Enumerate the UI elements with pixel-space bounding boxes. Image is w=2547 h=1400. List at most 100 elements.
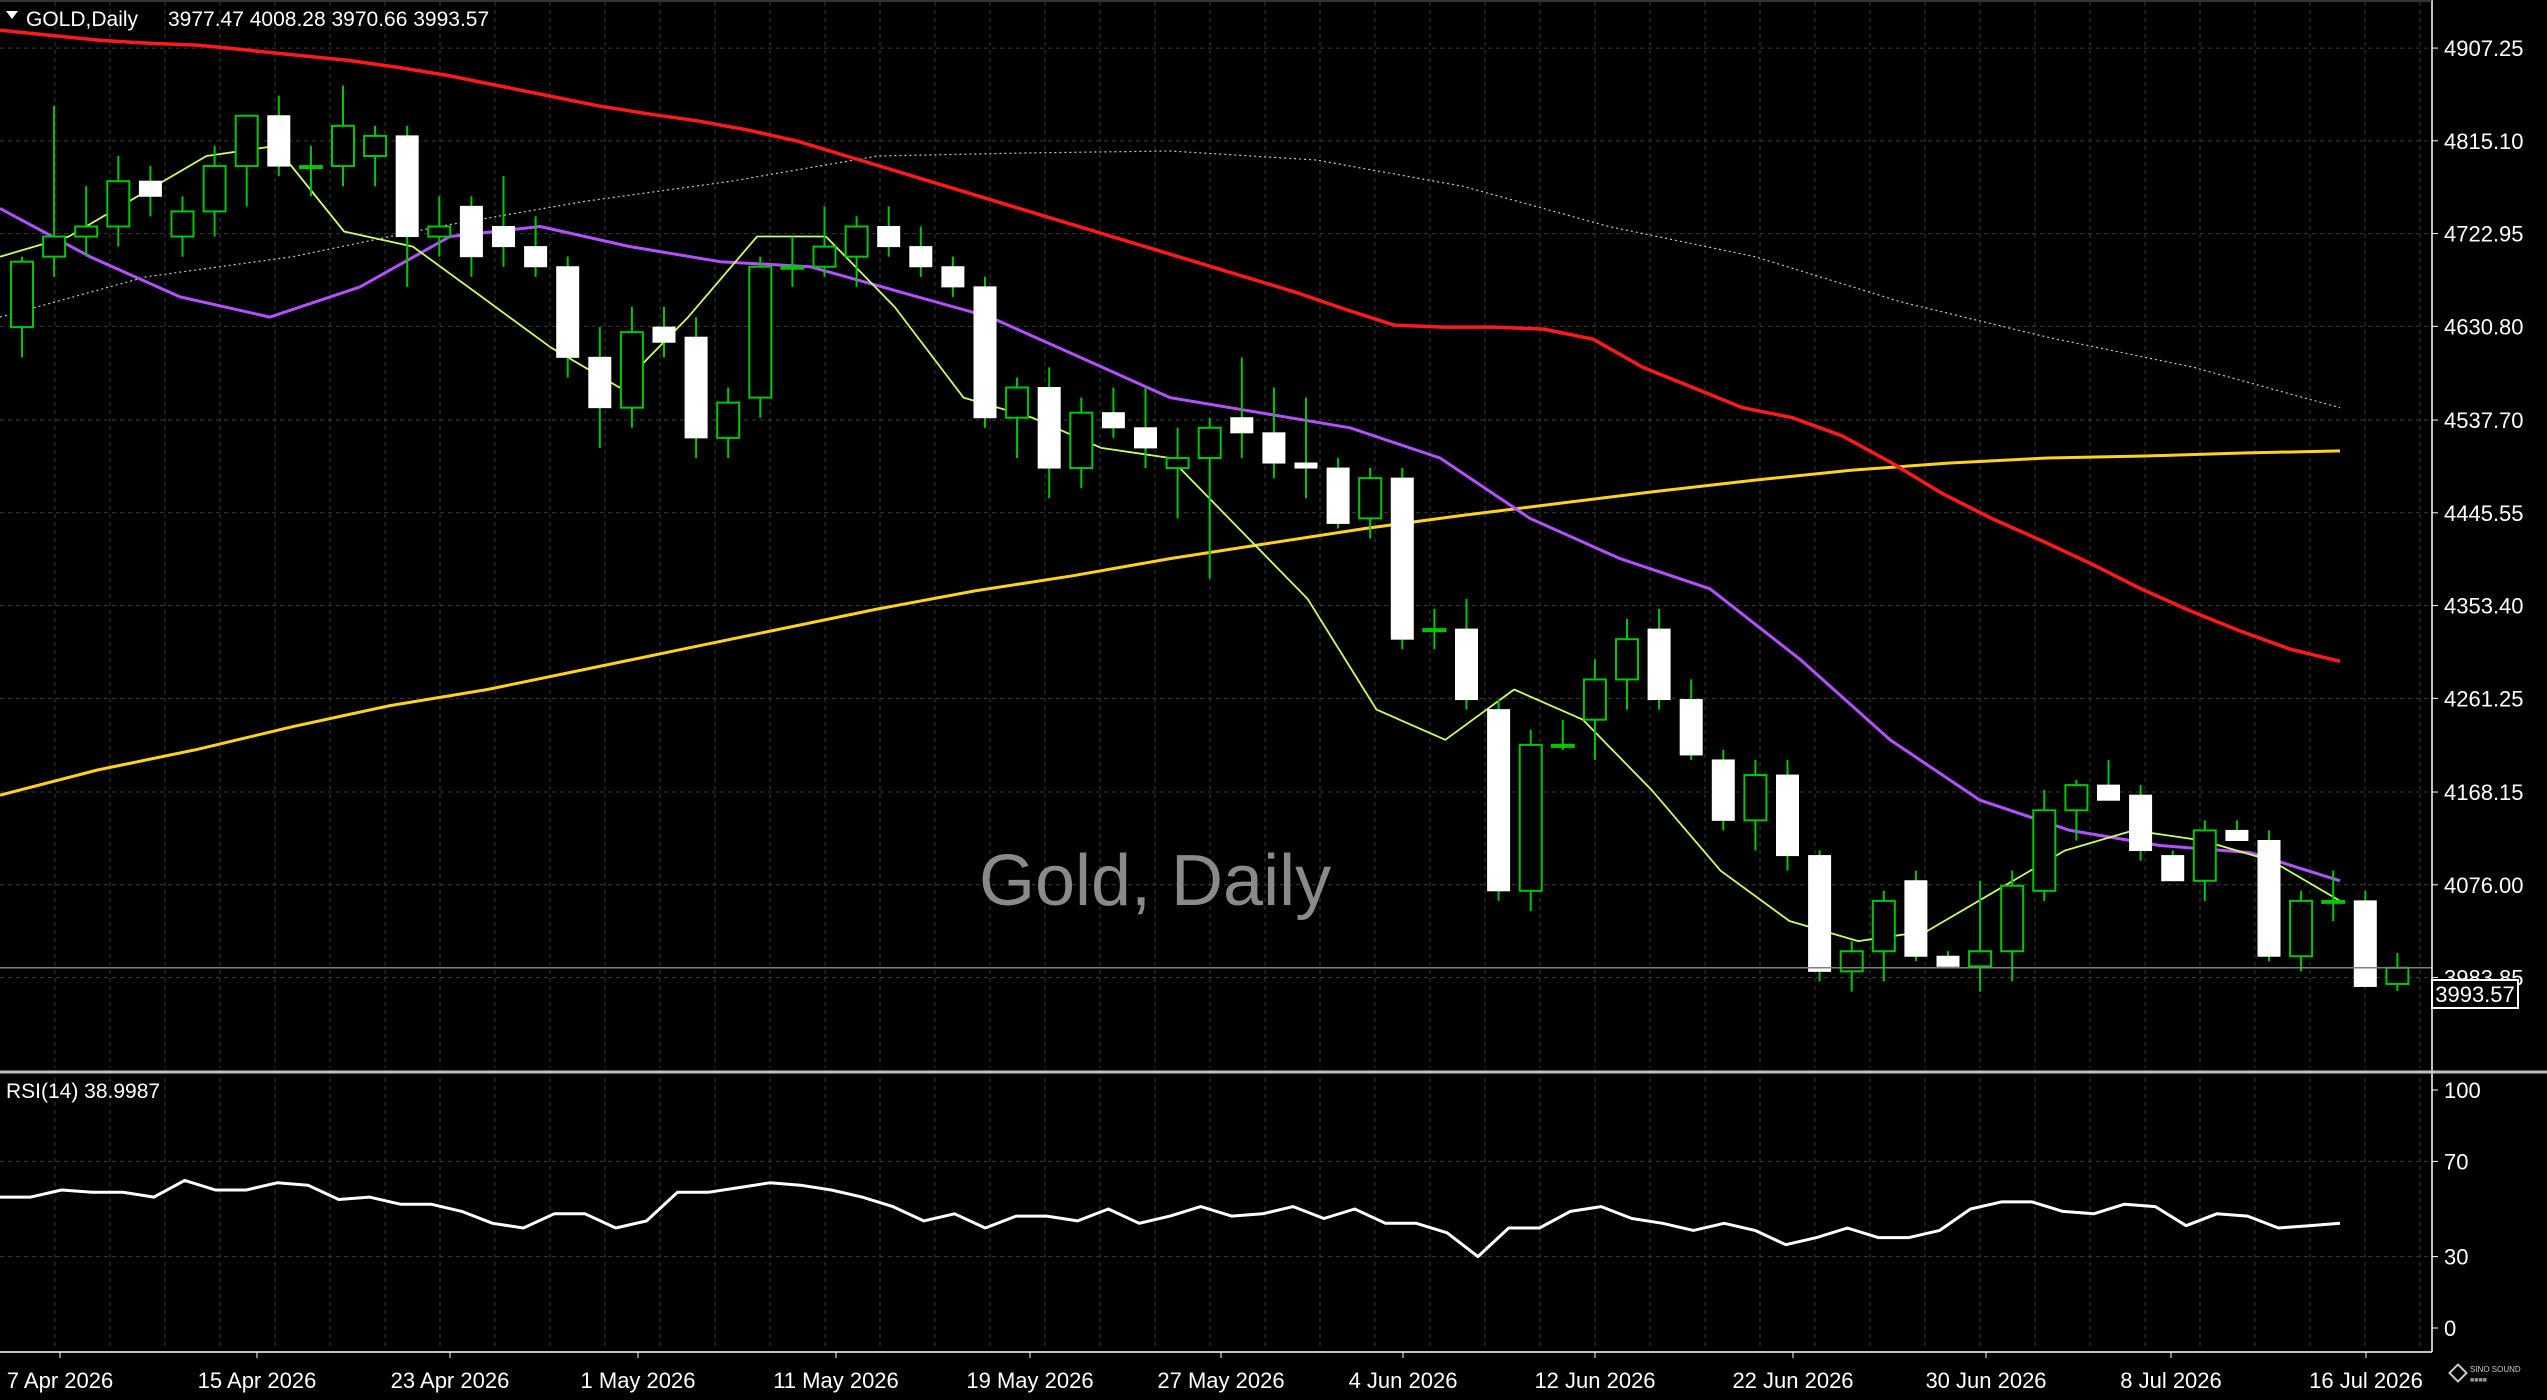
candle-body-bear xyxy=(1134,427,1157,449)
candle-body-bear xyxy=(1262,432,1286,464)
x-tick-label: 4 Jun 2026 xyxy=(1349,1368,1458,1393)
y-tick-label: 4353.40 xyxy=(2444,594,2524,619)
candle-body-bull xyxy=(363,134,388,158)
rsi-label: RSI(14) 38.9987 xyxy=(6,1080,160,1103)
ma-purple-line xyxy=(0,207,2341,883)
candle-body-bull xyxy=(2192,829,2217,882)
ma-red-line xyxy=(0,28,2341,664)
candle-body-bull xyxy=(1871,899,1896,953)
candle-body-bull xyxy=(1839,950,1864,973)
candle-body-bear xyxy=(1936,955,1960,967)
candle-body-bull xyxy=(2385,966,2410,985)
x-tick-label: 11 May 2026 xyxy=(773,1368,899,1393)
candle-body-bear xyxy=(2353,900,2377,987)
candle-body-bear xyxy=(2097,784,2120,801)
y-tick-label: 4722.95 xyxy=(2444,222,2524,247)
svg-text:SINO SOUND: SINO SOUND xyxy=(2470,1365,2521,1374)
svg-text:3993.57: 3993.57 xyxy=(2435,982,2515,1007)
candle-body-bull xyxy=(234,114,259,168)
y-tick-label: 4630.80 xyxy=(2444,314,2524,339)
x-tick-label: 12 Jun 2026 xyxy=(1534,1368,1655,1393)
candle-body-bear xyxy=(492,225,515,248)
candle-body-bull xyxy=(1358,477,1383,520)
candle-body-bear xyxy=(1679,699,1703,756)
candles xyxy=(0,85,2432,992)
ohlc-readout: 3977.47 4008.28 3970.66 3993.57 xyxy=(168,8,489,31)
candle-body-bull xyxy=(2064,784,2089,812)
y-tick-label: 4168.15 xyxy=(2444,780,2524,805)
x-tick-label: 1 May 2026 xyxy=(581,1368,696,1393)
candle-body-bull xyxy=(106,180,131,228)
y-tick-label: 4076.00 xyxy=(2444,873,2524,898)
candle-body-bull xyxy=(716,401,741,439)
x-tick-label: 8 Jul 2026 xyxy=(2120,1368,2222,1393)
candle-body-bull xyxy=(1069,411,1094,470)
brand-logo: SINO SOUND ■■■■ xyxy=(2448,1363,2521,1384)
candle-body-bear xyxy=(588,356,612,409)
candle-body-bear xyxy=(1455,628,1478,701)
ma-gray-line xyxy=(0,150,2341,409)
rsi-tick-label: 0 xyxy=(2444,1316,2456,1341)
x-tick-label: 19 May 2026 xyxy=(966,1368,1093,1393)
candle-body-bull xyxy=(2321,899,2346,904)
symbol-dropdown-icon[interactable] xyxy=(6,11,18,19)
candle-body-bull xyxy=(2000,884,2025,953)
candle-body-bull xyxy=(1615,638,1639,681)
candle-body-bear xyxy=(1711,759,1735,821)
candle-body-bear xyxy=(909,246,933,268)
candle-body-bull xyxy=(619,331,644,409)
y-tick-label: 4815.10 xyxy=(2444,129,2524,154)
x-tick-label: 22 Jun 2026 xyxy=(1732,1368,1853,1393)
candle-body-bull xyxy=(1005,386,1030,419)
y-tick-label: 4261.25 xyxy=(2444,686,2524,711)
x-tick-label: 23 Apr 2026 xyxy=(391,1368,510,1393)
rsi-plot xyxy=(0,1178,2341,1259)
rsi-tick-label: 30 xyxy=(2444,1245,2468,1270)
candle-body-bull xyxy=(170,210,195,238)
candle-body-bull xyxy=(2289,899,2314,958)
rsi-tick-label: 100 xyxy=(2444,1078,2481,1103)
candle-body-bear xyxy=(556,266,580,358)
x-tick-label: 30 Jun 2026 xyxy=(1925,1368,2046,1393)
candle-body-bull xyxy=(1518,743,1543,892)
candle-body-bear xyxy=(2129,794,2153,852)
candle-body-bear xyxy=(1101,412,1125,429)
candle-body-bull xyxy=(298,165,323,170)
x-tick-label: 27 May 2026 xyxy=(1157,1368,1284,1393)
x-tick-label: 7 Apr 2026 xyxy=(7,1368,113,1393)
candle-body-bear xyxy=(459,205,483,258)
candle-body-bear xyxy=(877,225,901,248)
rsi-tick-label: 70 xyxy=(2444,1149,2468,1174)
chart-watermark: Gold, Daily xyxy=(979,841,1331,921)
candle-body-bear xyxy=(1904,880,1928,957)
symbol-title[interactable]: GOLD,Daily xyxy=(26,8,139,31)
candle-body-bear xyxy=(267,115,291,167)
y-tick-label: 4537.70 xyxy=(2444,408,2524,433)
candle-body-bull xyxy=(331,124,355,168)
candle-body-bear xyxy=(1037,387,1061,469)
candle-body-bull xyxy=(202,165,227,213)
candle-body-bull xyxy=(1743,774,1768,822)
x-tick-label: 16 Jul 2026 xyxy=(2309,1368,2423,1393)
candle-body-bear xyxy=(1647,628,1671,701)
ma-yellow-line xyxy=(0,449,2341,797)
candle-body-bull xyxy=(1550,743,1575,748)
candle-body-bull xyxy=(42,235,67,258)
y-tick-label: 4445.55 xyxy=(2444,501,2524,526)
candle-body-bull xyxy=(1197,426,1222,459)
candle-body-bear xyxy=(1487,709,1511,892)
candle-body-bear xyxy=(684,336,708,439)
candle-body-bull xyxy=(844,225,869,258)
candle-body-bull xyxy=(812,245,837,268)
candle-body-bear xyxy=(524,246,548,268)
candle-body-bull xyxy=(1968,950,1993,968)
candle-body-bear xyxy=(2257,839,2281,957)
rsi-line xyxy=(0,1178,2341,1259)
grid xyxy=(0,2,2432,1348)
candle-body-bear xyxy=(395,135,419,238)
candle-body-bear xyxy=(1390,477,1414,640)
candle-body-bull xyxy=(1422,628,1447,633)
candle-body-bull xyxy=(2032,809,2057,892)
